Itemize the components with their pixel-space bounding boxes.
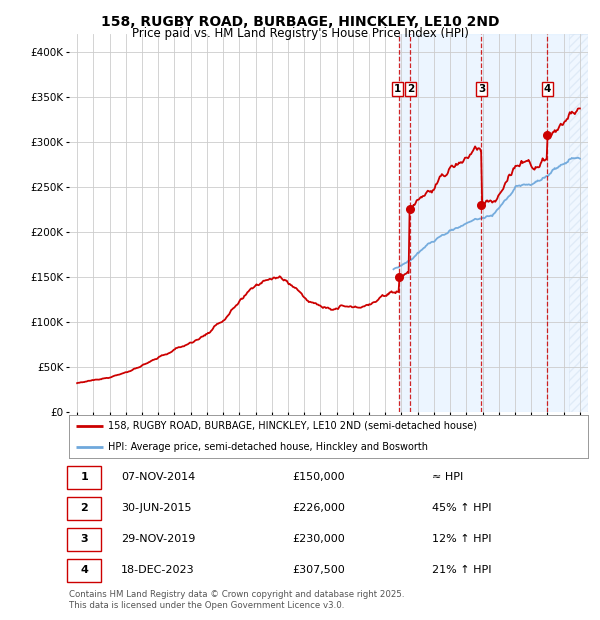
FancyBboxPatch shape — [67, 497, 101, 520]
Text: 158, RUGBY ROAD, BURBAGE, HINCKLEY, LE10 2ND: 158, RUGBY ROAD, BURBAGE, HINCKLEY, LE10… — [101, 16, 499, 30]
Text: 4: 4 — [80, 565, 88, 575]
Text: £226,000: £226,000 — [292, 503, 345, 513]
Text: 21% ↑ HPI: 21% ↑ HPI — [432, 565, 492, 575]
Text: HPI: Average price, semi-detached house, Hinckley and Bosworth: HPI: Average price, semi-detached house,… — [108, 442, 428, 452]
Text: £230,000: £230,000 — [292, 534, 345, 544]
Bar — [399, 34, 588, 412]
Bar — [569, 34, 588, 412]
Text: 2: 2 — [407, 84, 415, 94]
Text: 12% ↑ HPI: 12% ↑ HPI — [432, 534, 492, 544]
Text: 30-JUN-2015: 30-JUN-2015 — [121, 503, 191, 513]
Text: Price paid vs. HM Land Registry's House Price Index (HPI): Price paid vs. HM Land Registry's House … — [131, 27, 469, 40]
Text: 07-NOV-2014: 07-NOV-2014 — [121, 472, 195, 482]
Text: £150,000: £150,000 — [292, 472, 345, 482]
FancyBboxPatch shape — [67, 528, 101, 551]
Text: 29-NOV-2019: 29-NOV-2019 — [121, 534, 195, 544]
Text: 158, RUGBY ROAD, BURBAGE, HINCKLEY, LE10 2ND (semi-detached house): 158, RUGBY ROAD, BURBAGE, HINCKLEY, LE10… — [108, 421, 477, 431]
FancyBboxPatch shape — [67, 466, 101, 489]
Text: 3: 3 — [478, 84, 485, 94]
Text: ≈ HPI: ≈ HPI — [432, 472, 464, 482]
Text: 4: 4 — [544, 84, 551, 94]
Text: 18-DEC-2023: 18-DEC-2023 — [121, 565, 194, 575]
Text: 3: 3 — [80, 534, 88, 544]
Text: 2: 2 — [80, 503, 88, 513]
Text: 1: 1 — [80, 472, 88, 482]
Text: Contains HM Land Registry data © Crown copyright and database right 2025.
This d: Contains HM Land Registry data © Crown c… — [69, 590, 404, 609]
Text: 45% ↑ HPI: 45% ↑ HPI — [432, 503, 492, 513]
Text: £307,500: £307,500 — [292, 565, 345, 575]
Text: 1: 1 — [394, 84, 401, 94]
FancyBboxPatch shape — [67, 559, 101, 582]
